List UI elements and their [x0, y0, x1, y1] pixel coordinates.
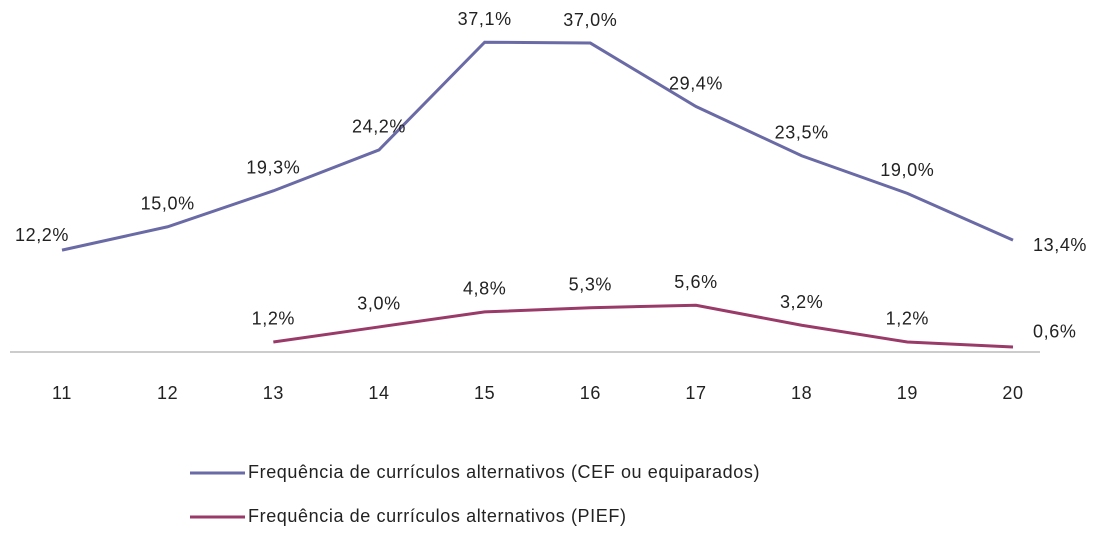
legend-label: Frequência de currículos alternativos (C…: [248, 462, 760, 482]
x-tick-label: 19: [897, 383, 918, 403]
data-label: 5,3%: [569, 274, 612, 294]
data-label: 23,5%: [775, 123, 829, 143]
series-line: [61, 40, 1014, 252]
x-tick-label: 14: [368, 383, 389, 403]
data-label: 19,0%: [880, 160, 934, 180]
x-tick-label: 18: [791, 383, 812, 403]
data-label: 3,0%: [357, 294, 400, 314]
data-label: 13,4%: [1033, 235, 1087, 255]
data-label: 15,0%: [141, 194, 195, 214]
legend-label: Frequência de currículos alternativos (P…: [248, 506, 627, 526]
x-tick-label: 11: [52, 383, 72, 403]
data-label: 12,2%: [15, 225, 69, 245]
x-tick-label: 13: [263, 383, 284, 403]
data-label: 4,8%: [463, 279, 506, 299]
data-label: 37,1%: [458, 9, 512, 29]
data-label: 3,2%: [780, 292, 823, 312]
data-label: 37,0%: [563, 10, 617, 30]
x-tick-label: 12: [157, 383, 178, 403]
data-label: 29,4%: [669, 73, 723, 93]
data-label: 19,3%: [246, 158, 300, 178]
data-label: 1,2%: [886, 309, 929, 329]
x-tick-label: 15: [474, 383, 495, 403]
data-label: 5,6%: [674, 272, 717, 292]
x-tick-label: 17: [685, 383, 706, 403]
x-tick-label: 20: [1002, 383, 1023, 403]
x-tick-label: 16: [580, 383, 601, 403]
data-label: 24,2%: [352, 117, 406, 137]
data-label: 1,2%: [252, 309, 295, 329]
series-line: [273, 303, 1014, 349]
data-label: 0,6%: [1033, 322, 1076, 342]
